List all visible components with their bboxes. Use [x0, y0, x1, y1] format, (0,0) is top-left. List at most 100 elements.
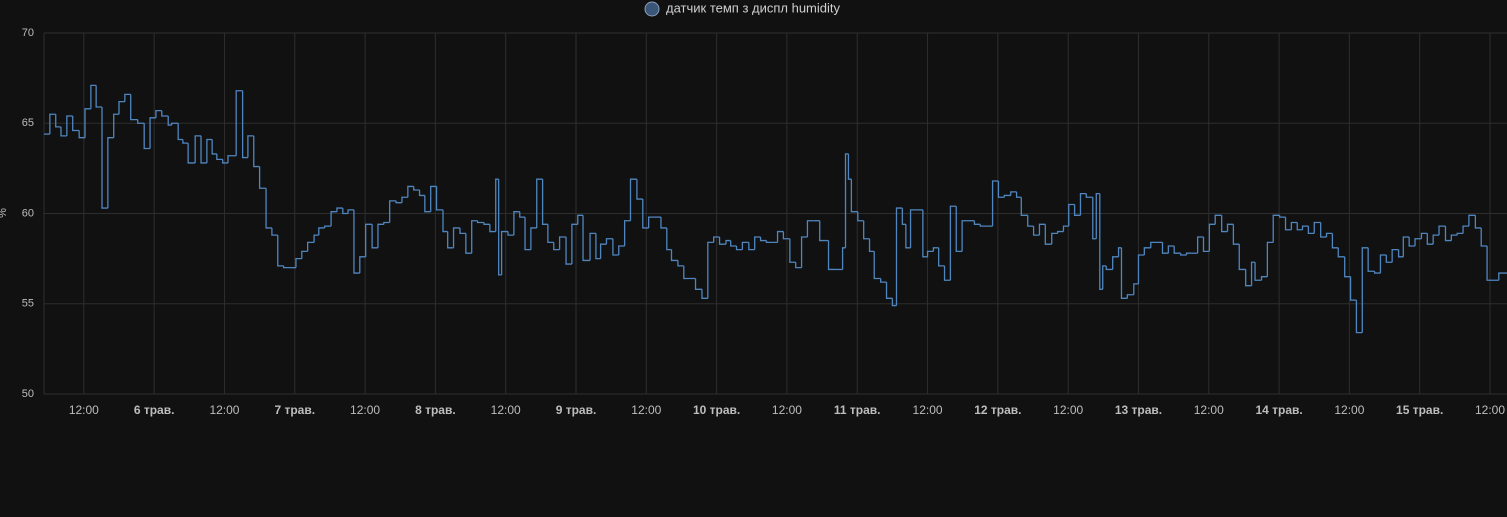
line-segment — [850, 179, 858, 213]
line-segment — [1284, 217, 1292, 231]
line-segment — [55, 114, 61, 128]
line-segment — [612, 238, 619, 256]
line-segment — [307, 241, 315, 252]
line-segment — [1349, 276, 1357, 301]
x-tick-label: 11 трав. — [834, 403, 881, 417]
y-tick-label: 65 — [22, 117, 34, 129]
line-segment — [683, 265, 690, 280]
line-segment — [1027, 215, 1034, 227]
line-segment — [1426, 233, 1434, 245]
y-tick-label: 50 — [22, 388, 34, 400]
line-segment — [253, 135, 260, 168]
line-segment — [1095, 192, 1100, 239]
line-segment — [1068, 203, 1075, 227]
line-segment — [101, 107, 108, 209]
line-segment — [530, 227, 537, 250]
line-segment — [1408, 236, 1416, 247]
x-tick-label: 12:00 — [631, 403, 661, 417]
line-segment — [701, 289, 708, 299]
line-segment — [1325, 232, 1333, 237]
line-segment — [1073, 204, 1081, 216]
x-tick-label: 13 трав. — [1115, 403, 1162, 417]
line-segment — [323, 225, 332, 228]
line-segment — [365, 223, 373, 257]
line-segment — [113, 113, 119, 138]
line-segment — [413, 186, 420, 191]
line-segment — [979, 224, 987, 227]
line-segment — [741, 241, 749, 250]
line-segment — [149, 117, 156, 149]
line-segment — [955, 206, 963, 253]
line-segment — [782, 231, 790, 240]
line-segment — [660, 217, 667, 229]
line-segment — [1020, 197, 1028, 216]
line-segment — [718, 236, 726, 245]
line-segment — [389, 200, 397, 223]
x-tick-label: 15 трав. — [1396, 403, 1443, 417]
y-axis-label: % — [0, 208, 9, 218]
line-segment — [1161, 242, 1169, 254]
line-segment — [1010, 191, 1017, 196]
legend-marker[interactable] — [644, 1, 660, 17]
line-segment — [377, 223, 384, 248]
line-segment — [1414, 238, 1422, 246]
line-segment — [1180, 253, 1187, 256]
line-segment — [1391, 248, 1399, 263]
line-segment — [558, 236, 567, 250]
line-segment — [541, 179, 548, 225]
line-segment — [442, 209, 448, 233]
line-segment — [1133, 283, 1139, 295]
line-segment — [1150, 241, 1157, 248]
y-tick-label: 55 — [22, 298, 34, 310]
line-segment — [371, 224, 378, 249]
legend-label[interactable]: датчик темп з диспл humidity — [666, 0, 841, 15]
line-segment — [857, 211, 864, 222]
line-segment — [1226, 223, 1234, 232]
line-segment — [795, 262, 802, 269]
line-segment — [1307, 226, 1315, 235]
line-segment — [973, 220, 981, 225]
line-segment — [118, 100, 125, 115]
line-segment — [359, 256, 366, 274]
line-segment — [926, 250, 934, 257]
x-tick-label: 14 трав. — [1255, 403, 1302, 417]
line-segment — [1432, 234, 1440, 245]
line-segment — [137, 119, 145, 124]
line-segment — [905, 224, 911, 249]
line-segment — [800, 236, 808, 268]
line-segment — [200, 135, 207, 164]
line-segment — [265, 188, 272, 229]
line-segment — [1221, 215, 1228, 233]
x-tick-label: 8 трав. — [415, 403, 456, 417]
line-segment — [595, 233, 601, 260]
line-segment — [636, 179, 643, 200]
y-tick-label: 70 — [22, 27, 34, 39]
line-segment — [435, 186, 443, 211]
x-tick-label: 12:00 — [69, 403, 99, 417]
line-segment — [1468, 214, 1476, 227]
line-segment — [730, 240, 737, 247]
line-segment — [330, 211, 337, 227]
line-segment — [187, 143, 196, 164]
line-segment — [991, 180, 999, 227]
line-segment — [498, 179, 502, 276]
line-segment — [1397, 249, 1404, 258]
line-segment — [806, 220, 814, 237]
line-segment — [1438, 225, 1446, 236]
x-tick-label: 12:00 — [491, 403, 521, 417]
line-segment — [49, 113, 56, 135]
line-segment — [642, 199, 649, 229]
line-segment — [844, 153, 849, 248]
line-segment — [476, 220, 485, 224]
x-tick-label: 12:00 — [1334, 403, 1364, 417]
line-segment — [66, 115, 73, 136]
line-segment — [735, 245, 743, 251]
line-segment — [383, 221, 390, 225]
x-tick-label: 12:00 — [913, 403, 943, 417]
line-segment — [789, 238, 796, 263]
line-segment — [182, 139, 189, 144]
line-segment — [167, 116, 172, 126]
line-segment — [1290, 221, 1298, 230]
line-segment — [295, 257, 302, 268]
line-segment — [1355, 300, 1363, 334]
